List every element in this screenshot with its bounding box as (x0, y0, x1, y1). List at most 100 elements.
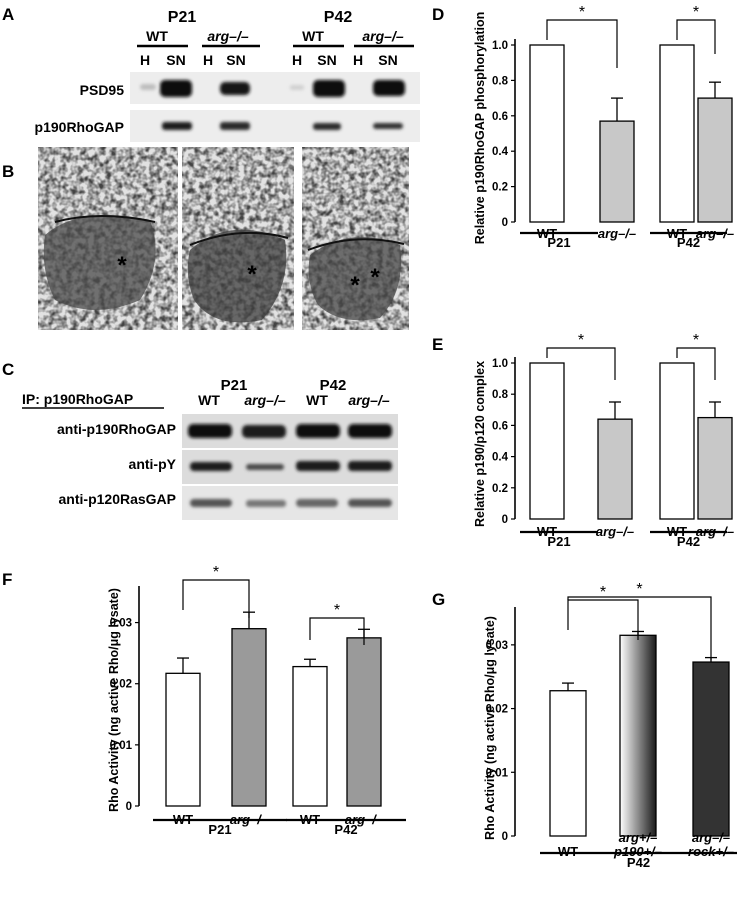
significance-bracket (546, 347, 616, 380)
panel-letter-b: B (2, 162, 14, 181)
bar (659, 44, 695, 223)
y-tick-label: 0.02 (110, 679, 132, 691)
category-label: p190+/– (613, 844, 662, 859)
group-label: P21 (547, 235, 570, 250)
y-tick-label: 0 (502, 831, 508, 843)
y-tick-label: 0.01 (486, 767, 509, 779)
bar (599, 120, 635, 223)
y-tick-label: 0.03 (110, 618, 132, 630)
significance-bracket (309, 617, 365, 645)
blot-row-label: anti-p120RasGAP (59, 491, 176, 507)
y-tick-label: 0.03 (486, 640, 508, 652)
y-axis-label: Rho Activity (ng active Rho/μg lysate) (107, 588, 121, 812)
bar (165, 672, 201, 807)
bar (529, 362, 565, 520)
significance-asterisk: * (693, 332, 699, 349)
category-label: arg+/– (619, 830, 658, 845)
significance-bracket (182, 579, 250, 618)
panel-letter-a: A (2, 5, 14, 24)
y-tick-label: 0 (126, 801, 132, 813)
significance-bracket (567, 599, 639, 640)
group-label: P21 (547, 534, 570, 549)
y-tick-label: 0.2 (492, 182, 508, 194)
age-label-p42: P42 (320, 377, 347, 394)
significance-bracket (567, 596, 712, 660)
micrograph-image: * * (302, 147, 409, 330)
blot-row-label: p190RhoGAP (35, 119, 124, 135)
category-label: rock+/– (688, 844, 734, 859)
blot-row-label: PSD95 (80, 82, 125, 98)
y-axis-label: Relative p190RhoGAP phosphorylation (473, 12, 487, 244)
y-tick-label: 0.6 (492, 111, 508, 123)
y-axis-label: Relative p190/p120 complex (473, 361, 487, 527)
asterisk-marker: * (350, 272, 360, 299)
y-tick-label: 1.0 (492, 358, 508, 370)
significance-asterisk: * (578, 332, 584, 349)
significance-asterisk: * (636, 581, 642, 598)
fraction-label: SN (226, 52, 245, 68)
fraction-label: SN (317, 52, 336, 68)
y-tick-label: 0 (502, 514, 508, 526)
bar (231, 628, 267, 807)
category-label: arg–/– (692, 830, 730, 845)
asterisk-marker: * (247, 261, 257, 288)
significance-bracket (546, 19, 618, 68)
significance-asterisk: * (600, 584, 606, 601)
y-tick-label: 0.8 (492, 75, 509, 87)
bar (597, 418, 633, 520)
panel-f-chart: Rho Activity (ng active Rho/μg lysate) 0… (107, 564, 406, 837)
group-label: P42 (677, 534, 700, 549)
panel-e-chart: Relative p190/p120 complex 0 0.2 0.4 0.6 0.8… (473, 332, 734, 549)
y-tick-label: 0.4 (492, 146, 509, 158)
y-tick-label: 0.8 (492, 389, 509, 401)
bar (292, 665, 328, 807)
ip-label: IP: p190RhoGAP (22, 391, 133, 407)
panel-b-micrographs: * * * * (38, 147, 409, 330)
genotype-label: arg–/– (207, 28, 248, 44)
significance-bracket (676, 347, 716, 380)
genotype-label: WT (306, 392, 328, 408)
significance-asterisk: * (213, 564, 219, 581)
micrograph-image: * (38, 147, 178, 330)
bar (529, 44, 565, 223)
micrograph-image: * (182, 147, 294, 330)
bar (619, 634, 657, 837)
fraction-label: H (353, 52, 363, 68)
y-tick-label: 0.02 (486, 704, 508, 716)
y-tick-label: 0.01 (110, 740, 133, 752)
genotype-label: arg–/– (348, 392, 389, 408)
fraction-label: SN (378, 52, 397, 68)
asterisk-marker: * (117, 252, 127, 279)
y-tick-label: 1.0 (492, 40, 508, 52)
y-tick-label: 0 (502, 217, 508, 229)
genotype-label: arg–/– (244, 392, 285, 408)
blot-row-label: anti-p190RhoGAP (57, 421, 176, 437)
panel-c-blot: IP: p190RhoGAP P21 P42 WT arg–/– WT arg–… (22, 377, 398, 520)
fraction-label: SN (166, 52, 185, 68)
category-label: WT (558, 844, 578, 859)
bar (549, 690, 587, 837)
group-label: P21 (208, 822, 231, 837)
category-label: arg–/– (596, 524, 634, 539)
bar (346, 637, 382, 807)
y-tick-label: 0.2 (492, 483, 508, 495)
group-label: P42 (677, 235, 700, 250)
bar (697, 97, 733, 223)
significance-asterisk: * (693, 4, 699, 21)
age-label-p42: P42 (324, 9, 353, 26)
group-label: P42 (627, 855, 650, 870)
genotype-label: arg–/– (362, 28, 403, 44)
bar (697, 416, 733, 520)
panel-letter-c: C (2, 360, 14, 379)
significance-asterisk: * (334, 602, 340, 619)
group-label: P42 (334, 822, 357, 837)
genotype-label: WT (198, 392, 220, 408)
panel-letter-g: G (432, 590, 445, 609)
panel-letter-f: F (2, 570, 12, 589)
y-axis-label: Rho Activity (ng active Rho/μg lysate) (483, 616, 497, 840)
y-tick-label: 0.6 (492, 420, 508, 432)
significance-bracket (676, 19, 716, 54)
bar (692, 661, 730, 837)
panel-d-chart: Relative p190RhoGAP phosphorylation 0 0.2… (473, 4, 734, 250)
